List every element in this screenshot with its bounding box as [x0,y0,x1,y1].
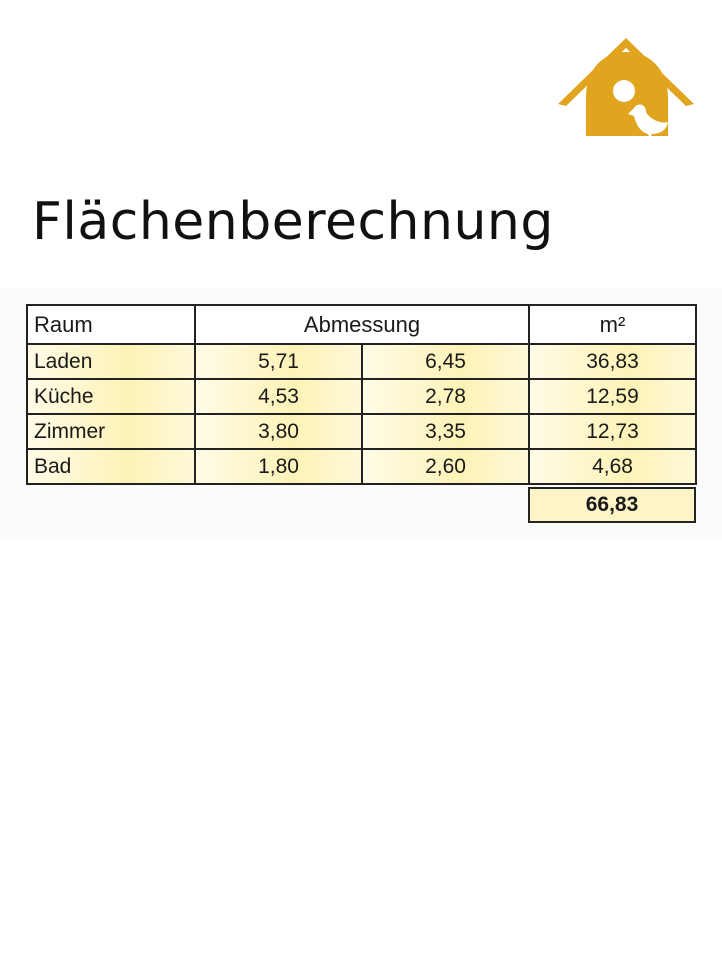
header-raum: Raum [26,304,196,345]
table-row: Bad 1,80 2,60 4,68 [26,448,697,485]
cell-length: 3,80 [194,413,363,450]
cell-area: 36,83 [528,343,697,380]
cell-raum: Zimmer [26,413,196,450]
area-table: Raum Abmessung m² Laden 5,71 6,45 36,83 … [26,304,697,485]
cell-width: 3,35 [361,413,530,450]
cell-raum: Bad [26,448,196,485]
house-with-bird-icon [558,38,694,138]
header-abmessung: Abmessung [194,304,530,345]
cell-length: 5,71 [194,343,363,380]
table-row: Küche 4,53 2,78 12,59 [26,378,697,415]
table-header-row: Raum Abmessung m² [26,304,697,345]
header-m2: m² [528,304,697,345]
cell-width: 6,45 [361,343,530,380]
table-row: Zimmer 3,80 3,35 12,73 [26,413,697,450]
cell-area: 4,68 [528,448,697,485]
cell-width: 2,60 [361,448,530,485]
cell-area: 12,59 [528,378,697,415]
page-title: Flächenberechnung [32,192,554,252]
cell-raum: Laden [26,343,196,380]
cell-raum: Küche [26,378,196,415]
table-row: Laden 5,71 6,45 36,83 [26,343,697,380]
total-area: 66,83 [528,487,696,523]
cell-length: 1,80 [194,448,363,485]
cell-length: 4,53 [194,378,363,415]
cell-area: 12,73 [528,413,697,450]
cell-width: 2,78 [361,378,530,415]
